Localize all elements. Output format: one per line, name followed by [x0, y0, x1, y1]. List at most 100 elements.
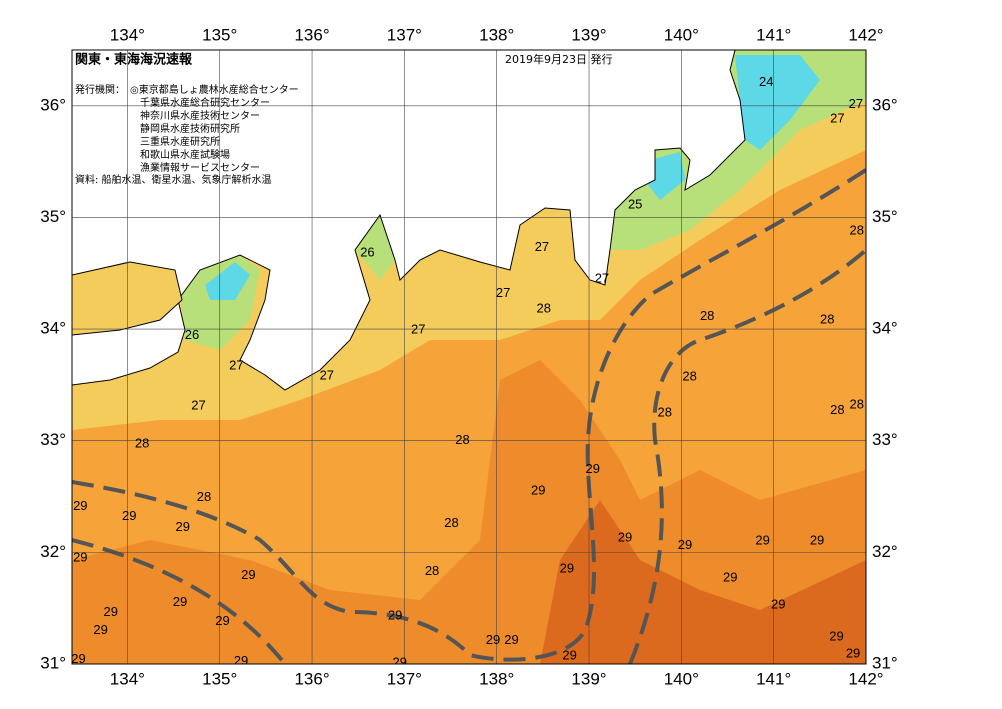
lon-tick-label: 142° — [848, 669, 883, 688]
contour-labels: 24 27 27 25 28 26 27 27 27 28 28 28 27 26 27 27 28 27 28 28… — [71, 74, 864, 669]
contour-label: 27 — [595, 270, 609, 285]
issuers-label: 発行機関： — [75, 83, 125, 96]
lat-tick-label: 35° — [40, 207, 66, 226]
contour-label: 29 — [73, 498, 87, 513]
contour-label: 29 — [71, 651, 85, 666]
lat-tick-label: 31° — [40, 653, 66, 672]
contour-label: 29 — [755, 533, 769, 548]
contour-label: 29 — [723, 569, 737, 584]
issuers: ◎東京都島しょ農林水産総合センター千葉県水産総合研究センター神奈川県水産技術セン… — [130, 83, 299, 174]
contour-label: 29 — [234, 653, 248, 668]
graticule — [72, 50, 866, 664]
frame — [71, 49, 867, 665]
contour-label: 29 — [771, 596, 785, 611]
issuer: 千葉県水産総合研究センター — [140, 96, 270, 109]
contour-label: 27 — [320, 367, 334, 382]
lon-tick-label: 141° — [756, 25, 791, 44]
lat-tick-label: 31° — [872, 653, 898, 672]
contour-label: 27 — [830, 111, 844, 126]
contour-label: 29 — [73, 549, 87, 564]
lon-tick-label: 134° — [110, 25, 145, 44]
contour-label: 27 — [191, 398, 205, 413]
lon-tick-label: 137° — [387, 669, 422, 688]
lat-tick-label: 36° — [40, 95, 66, 114]
contour-label: 29 — [173, 594, 187, 609]
lat-tick-label: 34° — [872, 319, 898, 338]
contour-label: 29 — [618, 529, 632, 544]
lon-tick-label: 137° — [387, 25, 422, 44]
contour-label: 29 — [678, 537, 692, 552]
contour-label: 28 — [682, 369, 696, 384]
lon-tick-label: 135° — [202, 669, 237, 688]
kuroshio-path — [628, 248, 866, 664]
lon-tick-label: 142° — [848, 25, 883, 44]
kuroshio-path — [72, 168, 866, 662]
title: 関東・東海海況速報 — [75, 52, 193, 68]
lon-tick-label: 140° — [664, 25, 699, 44]
contour-label: 29 — [486, 632, 500, 647]
lon-tick-label: 138° — [479, 669, 514, 688]
contour-label: 28 — [455, 432, 469, 447]
shikoku — [72, 261, 183, 336]
contour-label: 29 — [122, 508, 136, 523]
lon-tick-label: 139° — [571, 669, 606, 688]
lon-tick-label: 141° — [756, 669, 791, 688]
issuer: 三重県水産研究所 — [140, 135, 220, 148]
contour-label: 29 — [93, 622, 107, 637]
warmest-water — [540, 500, 866, 664]
contour-label: 24 — [759, 74, 773, 89]
lat-tick-label: 33° — [872, 430, 898, 449]
contour-label: 29 — [829, 629, 843, 644]
lat-tick-label: 36° — [872, 95, 898, 114]
issue-date: 2019年9月23日 発行 — [505, 52, 613, 66]
contour-label: 29 — [176, 519, 190, 534]
issuer: 和歌山県水産試験場 — [140, 148, 230, 161]
kuroshio-axis — [72, 168, 866, 664]
contour-label: 27 — [849, 96, 863, 111]
contour-label: 25 — [628, 197, 642, 212]
lon-tick-label: 135° — [202, 25, 237, 44]
contour-label: 29 — [241, 567, 255, 582]
contour-label: 27 — [229, 357, 243, 372]
contour-label: 29 — [560, 561, 574, 576]
lat-tick-label: 32° — [40, 542, 66, 561]
contour-label: 29 — [846, 645, 860, 660]
contour-label: 29 — [585, 461, 599, 476]
source: 資料: 船舶水温、衛星水温、気象庁解析水温 — [75, 173, 272, 186]
temperature-field: 24 27 27 25 28 26 27 27 27 28 28 28 27 26 27 27 28 27 28 28… — [71, 50, 866, 669]
lon-tick-label: 140° — [664, 669, 699, 688]
contour-label: 27 — [535, 239, 549, 254]
contour-label: 29 — [504, 632, 518, 647]
contour-label: 29 — [393, 654, 407, 669]
lat-tick-label: 35° — [872, 207, 898, 226]
contour-label: 27 — [496, 285, 510, 300]
contour-label: 28 — [135, 436, 149, 451]
contour-label: 27 — [411, 322, 425, 337]
lon-tick-label: 134° — [110, 669, 145, 688]
contour-label: 28 — [197, 489, 211, 504]
lon-tick-label: 136° — [294, 669, 329, 688]
contour-label: 29 — [562, 648, 576, 663]
issuer: ◎東京都島しょ農林水産総合センター — [130, 83, 299, 96]
contour-label: 29 — [810, 533, 824, 548]
contour-label: 28 — [830, 402, 844, 417]
lat-tick-label: 33° — [40, 430, 66, 449]
contour-label: 28 — [444, 515, 458, 530]
lat-tick-label: 32° — [872, 542, 898, 561]
contour-label: 26 — [360, 245, 374, 260]
lon-tick-label: 138° — [479, 25, 514, 44]
contour-label: 29 — [104, 604, 118, 619]
contour-label: 29 — [531, 482, 545, 497]
contour-label: 28 — [700, 308, 714, 323]
contour-label: 28 — [820, 312, 834, 327]
lon-tick-label: 139° — [571, 25, 606, 44]
contour-label: 28 — [425, 563, 439, 578]
ticks: 134° 134° 135° 135° 136° 136° 137° 137° 138° 138°… — [40, 25, 897, 688]
lon-tick-label: 136° — [294, 25, 329, 44]
issuer: 静岡県水産技術研究所 — [140, 122, 240, 135]
cold-water — [205, 55, 820, 300]
contour-label: 28 — [850, 222, 864, 237]
contour-label: 28 — [657, 404, 671, 419]
